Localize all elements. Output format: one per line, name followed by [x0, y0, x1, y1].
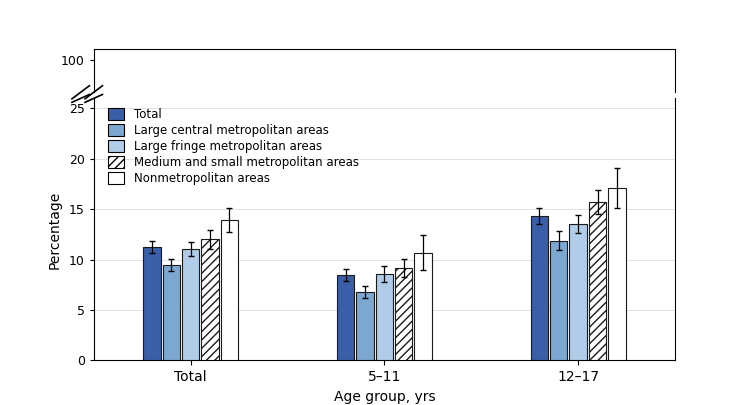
Bar — [550, 241, 568, 360]
Bar — [337, 275, 354, 360]
Legend: Total, Large central metropolitan areas, Large fringe metropolitan areas, Medium: Total, Large central metropolitan areas,… — [106, 106, 361, 187]
Bar — [220, 220, 238, 360]
Bar — [182, 249, 200, 360]
Y-axis label: Percentage: Percentage — [48, 190, 62, 269]
Bar — [415, 253, 432, 360]
X-axis label: Age group, yrs: Age group, yrs — [334, 390, 435, 404]
Bar — [395, 268, 412, 360]
Bar — [163, 265, 180, 360]
Bar — [589, 202, 606, 360]
Bar — [376, 274, 393, 360]
Bar — [356, 292, 374, 360]
Bar — [143, 247, 160, 360]
Bar — [201, 239, 219, 360]
Bar — [608, 188, 625, 360]
Bar — [531, 216, 548, 360]
Bar — [569, 224, 586, 360]
